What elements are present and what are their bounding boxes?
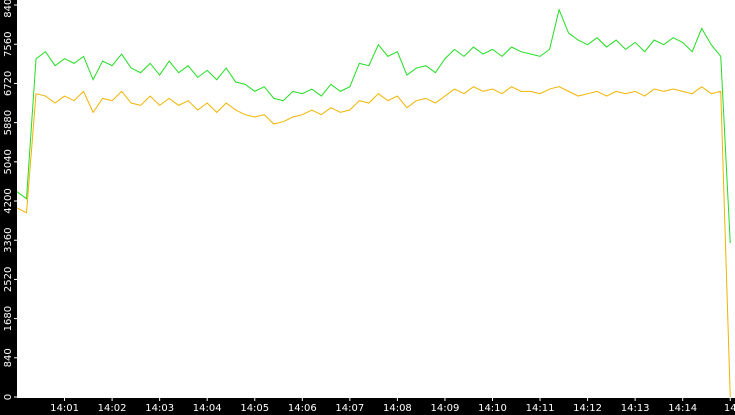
- x-tick-label: 14:14: [668, 403, 697, 414]
- y-tick-label: 5040: [3, 149, 14, 174]
- series-line: [16, 8, 731, 244]
- x-tick-label: 14:04: [193, 403, 222, 414]
- x-tick-label: 14:13: [621, 403, 650, 414]
- series-line: [16, 86, 731, 398]
- x-tick-label: 14:11: [526, 403, 555, 414]
- x-tick-label: 14:06: [288, 403, 317, 414]
- y-tick-label: 0: [3, 394, 14, 400]
- x-tick-label: 14:03: [145, 403, 174, 414]
- y-tick-label: 3360: [3, 227, 14, 252]
- x-tick-label: 14:05: [240, 403, 269, 414]
- y-tick-label: 7560: [3, 32, 14, 57]
- y-axis-bar: [0, 0, 17, 415]
- y-tick-label: 6720: [3, 71, 14, 96]
- x-tick-label: 14:07: [335, 403, 364, 414]
- x-tick-label: 14:01: [50, 403, 79, 414]
- x-tick-label: 14:02: [98, 403, 127, 414]
- y-tick-label: 5880: [3, 110, 14, 135]
- y-tick-label: 840: [3, 348, 14, 367]
- x-tick-label: 14:08: [383, 403, 412, 414]
- x-axis-bar: [0, 398, 735, 415]
- y-tick-label: 4200: [3, 188, 14, 213]
- x-tick-label: 14: [724, 403, 735, 414]
- x-tick-label: 14:10: [478, 403, 507, 414]
- y-tick-label: 8401: [3, 0, 14, 18]
- y-tick-label: 2520: [3, 267, 14, 292]
- y-tick-label: 1680: [3, 306, 14, 331]
- x-tick-label: 14:09: [431, 403, 460, 414]
- x-tick-label: 14:12: [573, 403, 602, 414]
